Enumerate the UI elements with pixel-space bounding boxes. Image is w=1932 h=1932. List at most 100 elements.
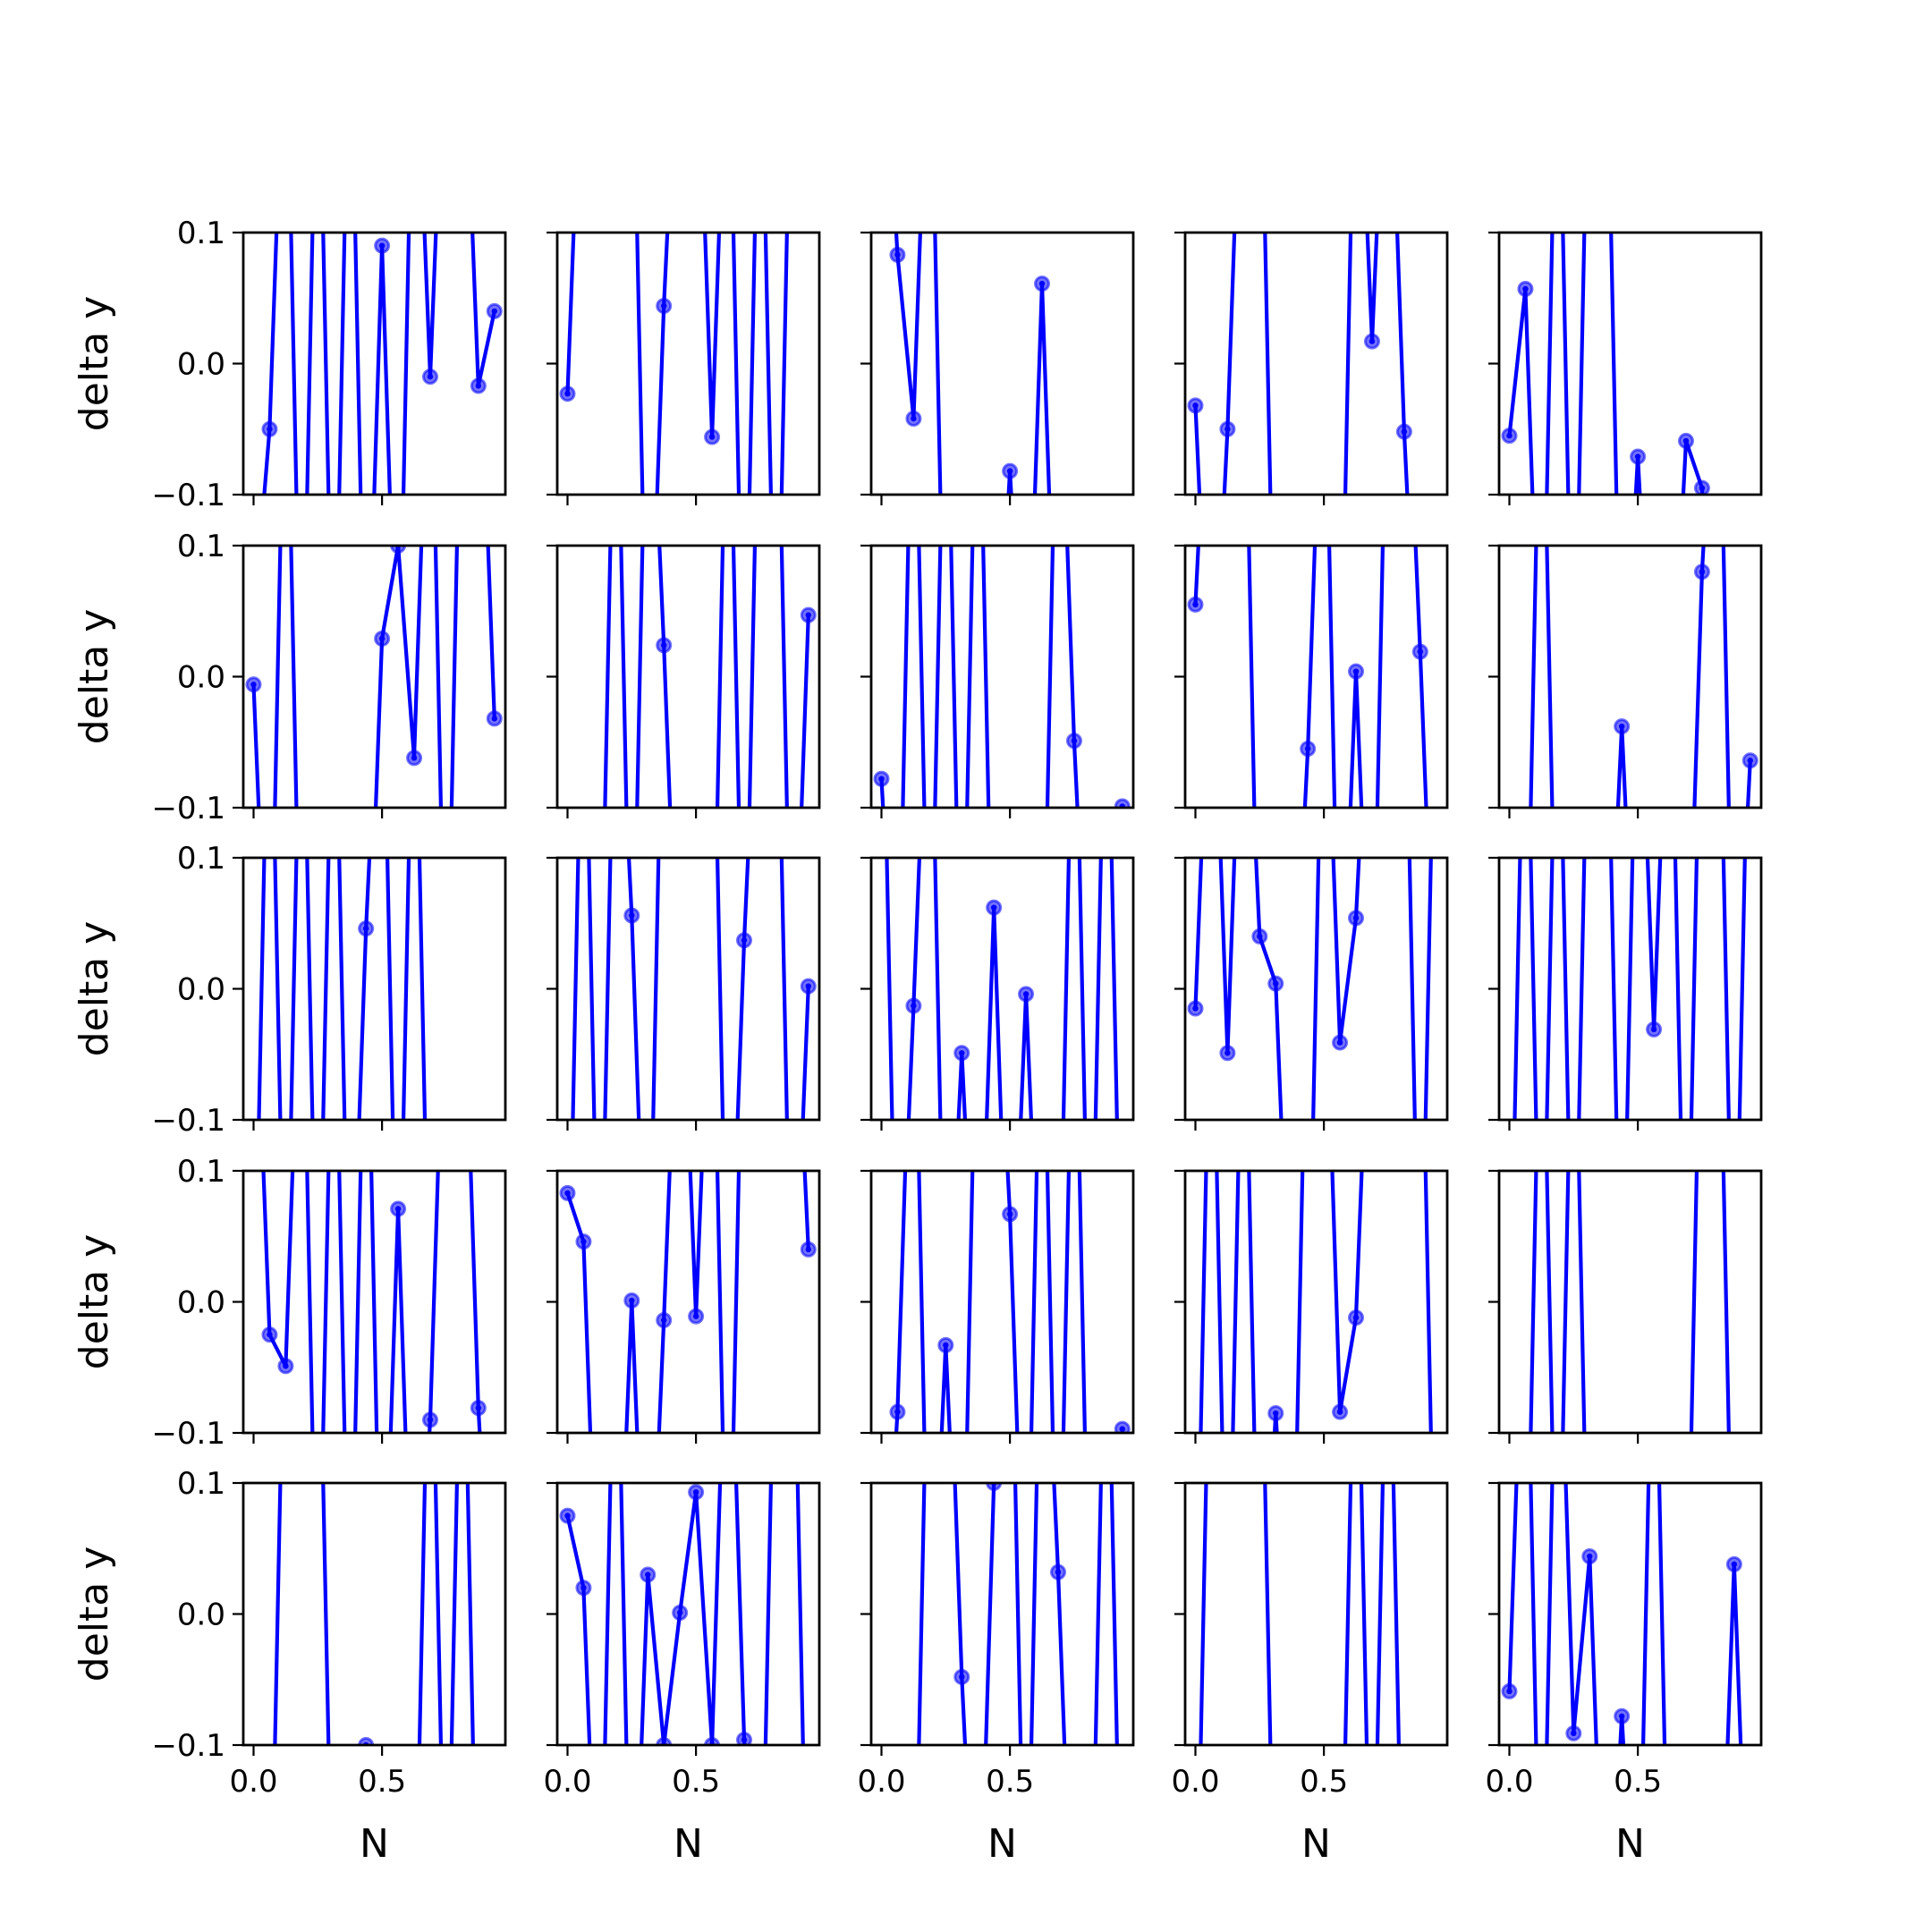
data-point-r5-c2-6: [656, 1737, 673, 1745]
data-point-core-r4-c4-9: [1336, 1409, 1343, 1415]
data-point-core-r1-c3-2: [911, 415, 917, 422]
data-point-core-r1-c1-14: [475, 383, 482, 389]
data-point-core-r3-c5-9: [1650, 1026, 1657, 1033]
data-point-core-r1-c5-12: [1699, 485, 1706, 491]
subplot-r3-c3: [860, 856, 1135, 1131]
subplot-r2-c1: −0.1 0.0 0.1 delta y: [72, 529, 507, 826]
subplot-r5-c5: 0.0 0.5 N: [1485, 1481, 1763, 1867]
data-point-core-r2-c1-15: [491, 716, 497, 722]
subplot-r2-c4: [1174, 544, 1449, 818]
data-point-core-r4-c4-10: [1352, 1314, 1360, 1321]
data-point-core-r5-c2-1: [580, 1585, 587, 1591]
data-point-core-r2-c1-0: [250, 682, 257, 688]
series-line-r2-c2: [603, 546, 810, 808]
series-line-r2-c1: [251, 546, 496, 808]
series-line-r1-c2: [565, 233, 789, 495]
series-line-r2-c5: [1529, 546, 1752, 808]
y-tick-label-r5-0: −0.1: [151, 1728, 225, 1764]
data-point-core-r1-c4-2: [1224, 426, 1231, 432]
data-point-core-r1-c2-6: [661, 302, 667, 309]
data-point-core-r2-c3-0: [878, 775, 885, 782]
data-point-core-r5-c5-14: [1731, 1561, 1738, 1568]
x-tick-label-c2-1: 0.5: [672, 1764, 720, 1800]
data-point-core-r5-c2-8: [692, 1489, 699, 1496]
data-point-core-r1-c1-15: [491, 308, 497, 315]
data-point-core-r2-c1-10: [411, 755, 418, 761]
data-point-core-r4-c1-2: [283, 1363, 289, 1369]
data-point-core-r4-c2-0: [564, 1190, 571, 1197]
axes-frame-r5-c2: [555, 1481, 821, 1747]
data-point-core-r1-c5-1: [1522, 285, 1529, 292]
subplot-r1-c5: [1488, 231, 1763, 505]
data-point-core-r1-c5-11: [1682, 437, 1690, 445]
data-point-core-r5-c2-5: [645, 1572, 651, 1578]
series-line-r1-c3: [894, 233, 1052, 495]
subplot-r3-c1: −0.1 0.0 0.1 delta y: [72, 841, 507, 1139]
data-point-core-r1-c4-13: [1401, 428, 1408, 435]
data-point-core-r4-c2-6: [661, 1317, 667, 1324]
x-axis-label-c5: N: [1615, 1821, 1645, 1867]
y-axis-label-r5: delta y: [72, 1546, 117, 1682]
subplot-r1-c1: −0.1 0.0 0.1 delta y: [72, 216, 507, 513]
x-tick-label-c4-0: 0.0: [1171, 1764, 1219, 1800]
data-point-core-r2-c4-10: [1352, 668, 1360, 674]
data-point-core-r4-c1-14: [475, 1404, 482, 1411]
y-axis-label-r2: delta y: [72, 609, 117, 744]
subplot-r1-c4: [1174, 231, 1449, 505]
axes-frame-r5-c4: [1183, 1481, 1449, 1747]
series-line-r4-c5: [1529, 1171, 1731, 1433]
data-point-core-r3-c4-4: [1257, 933, 1263, 940]
series-line-r5-c1: [273, 1483, 475, 1745]
data-point-core-r1-c2-0: [564, 390, 571, 397]
y-tick-label-r1-0: −0.1: [151, 478, 225, 513]
data-point-core-r3-c4-0: [1192, 1005, 1199, 1012]
data-point-core-r1-c3-1: [894, 251, 901, 258]
x-axis-label-c1: N: [360, 1821, 389, 1867]
subplot-r1-c2: [547, 231, 821, 505]
axes-frame-r4-c3: [869, 1169, 1135, 1435]
x-tick-label-c5-1: 0.5: [1614, 1764, 1662, 1800]
y-axis-label-r1: delta y: [72, 296, 117, 431]
data-point-core-r1-c5-8: [1634, 453, 1641, 460]
data-point-core-r4-c2-4: [629, 1297, 635, 1304]
x-axis-label-c3: N: [987, 1821, 1017, 1867]
data-point-core-r2-c5-7: [1618, 723, 1625, 730]
axes-frame-r4-c4: [1183, 1169, 1449, 1435]
axes-frame-r2-c1: [242, 544, 507, 809]
series-line-r3-c2: [571, 858, 810, 1120]
data-point-core-r3-c3-7: [990, 904, 997, 911]
data-point-core-r1-c4-0: [1192, 402, 1199, 409]
series-line-r3-c4: [1193, 858, 1433, 1120]
y-tick-label-r4-0: −0.1: [151, 1416, 225, 1452]
series-line-r5-c4: [1199, 1483, 1402, 1745]
data-point-r5-c2-9: [704, 1737, 721, 1745]
data-point-core-r1-c4-11: [1368, 338, 1376, 344]
y-tick-label-r3-0: −0.1: [151, 1103, 225, 1139]
series-line-r4-c3: [894, 1171, 1124, 1433]
data-point-core-r1-c5-0: [1506, 432, 1513, 439]
data-point-core-r4-c3-8: [1006, 1211, 1013, 1217]
subplot-r4-c1: −0.1 0.0 0.1 delta y: [72, 1154, 507, 1452]
axes-frame-r5-c1: [242, 1481, 507, 1747]
data-point-core-r3-c4-2: [1224, 1050, 1231, 1056]
x-tick-label-c4-1: 0.5: [1300, 1764, 1348, 1800]
data-point-core-r2-c3-12: [1071, 738, 1078, 744]
subplot-r4-c3: [860, 1169, 1135, 1444]
data-point-core-r2-c5-12: [1699, 569, 1706, 575]
data-point-core-r4-c1-9: [394, 1206, 402, 1212]
data-point-core-r2-c2-15: [805, 612, 811, 618]
data-point-core-r2-c2-6: [661, 642, 667, 648]
subplot-r4-c4: [1174, 1169, 1449, 1444]
y-tick-label-r4-1: 0.0: [177, 1285, 225, 1321]
axes-frame-r2-c5: [1497, 544, 1763, 809]
series-line-r5-c3: [917, 1483, 1119, 1745]
axes-frame-r2-c3: [869, 544, 1135, 809]
axes-frame-r5-c3: [869, 1481, 1135, 1747]
series-line-r5-c5: [1507, 1483, 1743, 1745]
data-point-core-r3-c1-7: [362, 925, 369, 932]
data-point-core-r2-c4-0: [1192, 601, 1199, 608]
axes-frame-r4-c5: [1497, 1169, 1763, 1435]
data-point-core-r4-c4-5: [1273, 1410, 1279, 1417]
axes-frame-r4-c2: [555, 1169, 821, 1435]
